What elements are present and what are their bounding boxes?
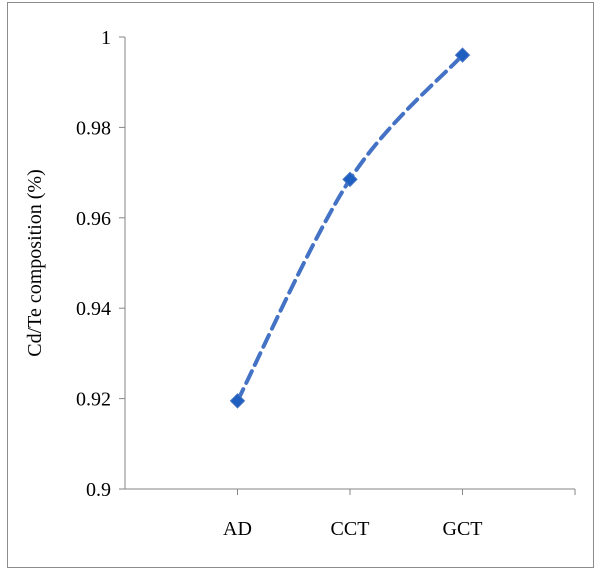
y-tick-label: 0.9	[86, 479, 111, 501]
x-tick-label: AD	[223, 518, 252, 540]
x-tick-label: GCT	[443, 518, 483, 540]
chart-frame	[7, 2, 594, 568]
y-tick-label: 1	[101, 27, 111, 49]
x-tick-label: CCT	[331, 518, 370, 540]
data-point-marker	[342, 171, 358, 188]
y-tick-label: 0.98	[76, 117, 111, 139]
y-axis-title: Cd/Te composition (%)	[24, 169, 46, 356]
x-ticks: AD CCT GCT	[223, 489, 576, 540]
data-point-marker	[229, 393, 246, 409]
series-line	[235, 53, 465, 403]
axes	[124, 37, 575, 490]
data-point-marker	[454, 47, 471, 63]
y-tick-label: 0.96	[76, 208, 111, 230]
series-layer	[229, 47, 471, 409]
y-tick-label: 0.92	[76, 389, 111, 411]
y-ticks: 0.9 0.92 0.94 0.96 0.98 1	[76, 27, 125, 501]
y-tick-label: 0.94	[76, 298, 111, 320]
